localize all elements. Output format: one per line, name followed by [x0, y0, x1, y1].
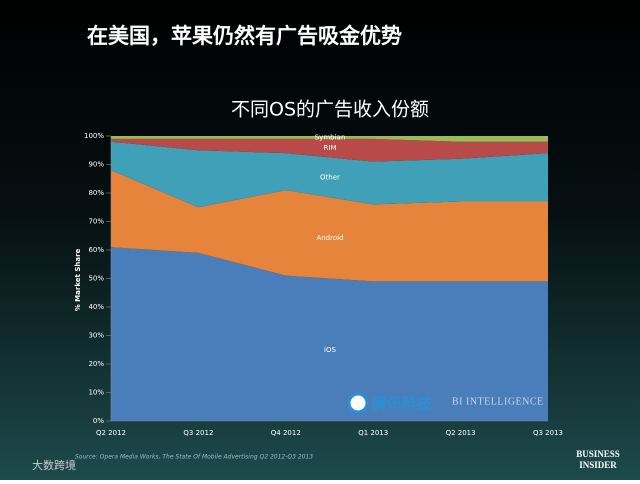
series-label: iOS	[324, 346, 336, 354]
watermark-en: BI INTELLIGENCE	[452, 396, 544, 407]
series-label: Android	[316, 234, 343, 242]
area	[111, 138, 548, 162]
y-tick-label: 80%	[88, 189, 104, 197]
watermark: 腾讯科技 BI INTELLIGENCE	[347, 392, 544, 414]
chart-title: 不同OS的广告收入份额	[231, 99, 429, 121]
y-tick-label: 40%	[88, 303, 104, 311]
source: Source: Opera Media Works, The State Of …	[75, 454, 313, 461]
y-tick-label: 30%	[88, 332, 104, 340]
area	[111, 136, 548, 142]
y-axis-label: % Market Share	[74, 248, 82, 311]
watermark-cn: 腾讯科技	[371, 395, 433, 413]
series-label: Other	[320, 173, 340, 181]
y-tick-label: 0%	[93, 417, 104, 425]
y-tick-label: 70%	[88, 218, 104, 226]
y-tick-label: 90%	[88, 161, 104, 169]
series-label: Symbian	[315, 133, 346, 141]
series-label: RIM	[324, 144, 337, 152]
area	[111, 170, 548, 282]
y-tick-label: 10%	[88, 389, 104, 397]
x-tick-label: Q3 2012	[183, 429, 213, 437]
y-tick-label: 100%	[84, 132, 104, 140]
area	[111, 247, 548, 421]
corner-mark: 大数跨境	[32, 458, 76, 472]
heading: 在美国，苹果仍然有广告吸金优势	[87, 24, 402, 48]
y-tick-label: 60%	[88, 246, 104, 254]
x-tick-label: Q2 2013	[446, 429, 476, 437]
y-tick-label: 20%	[88, 360, 104, 368]
x-tick-label: Q1 2013	[358, 429, 388, 437]
y-tick-label: 50%	[88, 275, 104, 283]
watermark-icon	[347, 392, 369, 414]
x-tick-label: Q4 2012	[271, 429, 301, 437]
plot: 0% 10% 20% 30% 40% 50% 60% 70% 80% 90% 100% iOS Andr…	[84, 132, 563, 437]
x-tick-label: Q2 2012	[96, 429, 126, 437]
brand-bottom: INSIDER	[579, 460, 617, 470]
area	[111, 141, 548, 208]
brand-top: BUSINESS	[576, 449, 620, 459]
x-tick-label: Q3 2013	[533, 429, 563, 437]
